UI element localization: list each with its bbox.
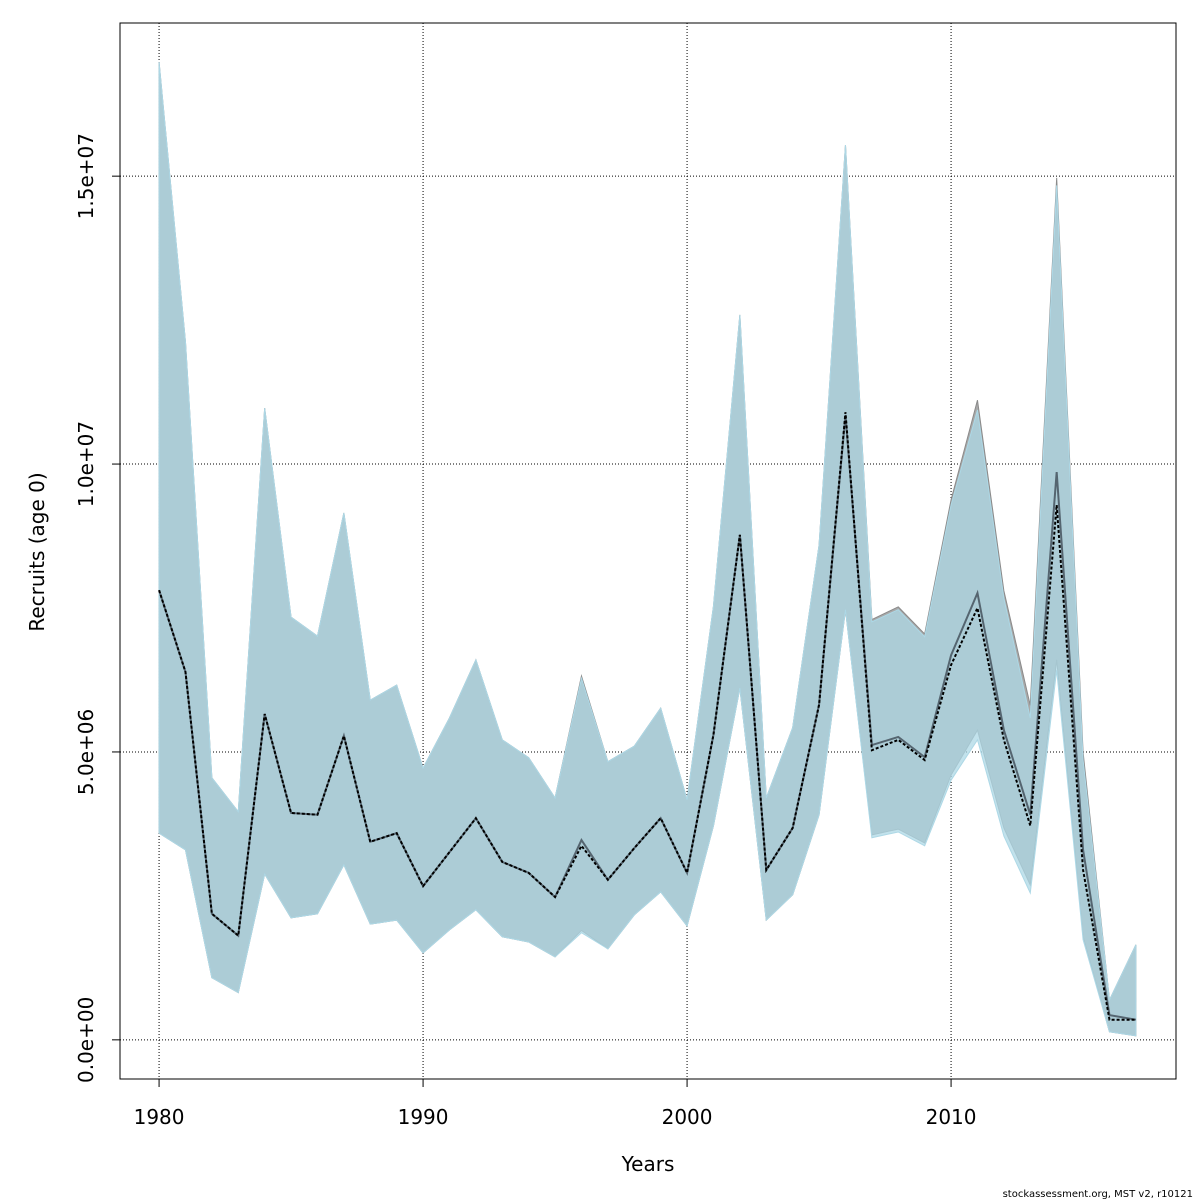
y-tick-label: 0.0e+00 [74,997,98,1083]
footer: stockassessment.org, MST v2, r10121 [1003,1189,1193,1200]
x-axis-title: Years [621,1152,675,1176]
x-tick-label: 1980 [134,1105,185,1129]
plot-frame [119,22,1177,1080]
x-tick-label: 2010 [926,1105,977,1129]
y-tick-label: 5.0e+06 [74,709,98,795]
x-tick-label: 2000 [662,1105,713,1129]
x-tick-label: 1990 [398,1105,449,1129]
y-tick-label: 1.5e+07 [74,133,98,219]
y-tick-label: 1.0e+07 [74,421,98,507]
confidence-band [158,62,1137,1037]
estimate-line [158,415,1137,1021]
y-axis-title: Recruits (age 0) [25,472,49,631]
